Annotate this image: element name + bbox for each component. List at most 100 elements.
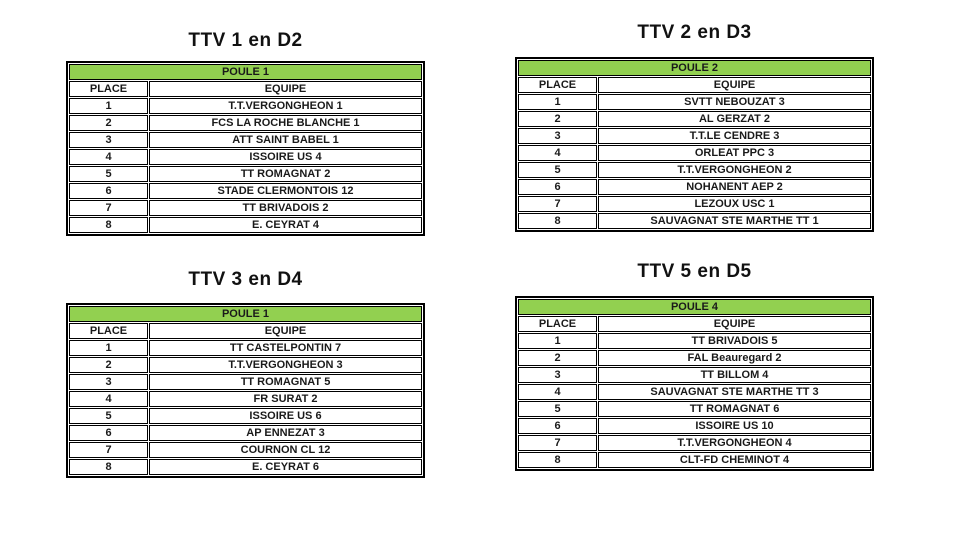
table-row: 2 FAL Beauregard 2 [518,350,871,366]
equipe-cell: FAL Beauregard 2 [598,350,871,366]
table-row: 6 STADE CLERMONTOIS 12 [69,183,422,199]
table-row: 6 NOHANENT AEP 2 [518,179,871,195]
table-row: 7 TT BRIVADOIS 2 [69,200,422,216]
standings-table-ttv2: POULE 2 PLACE EQUIPE 1 SVTT NEBOUZAT 3 2 AL… [515,57,874,232]
table-row: 5 T.T.VERGONGHEON 2 [518,162,871,178]
place-cell: 8 [69,217,148,233]
place-cell: 3 [518,367,597,383]
place-cell: 8 [518,213,597,229]
equipe-cell: TT ROMAGNAT 6 [598,401,871,417]
column-header-equipe: EQUIPE [598,316,871,332]
table-row: 5 ISSOIRE US 6 [69,408,422,424]
equipe-cell: TT ROMAGNAT 2 [149,166,422,182]
equipe-cell: SAUVAGNAT STE MARTHE TT 1 [598,213,871,229]
place-cell: 6 [69,183,148,199]
equipe-cell: ISSOIRE US 10 [598,418,871,434]
equipe-cell: T.T.VERGONGHEON 4 [598,435,871,451]
place-cell: 2 [69,115,148,131]
equipe-cell: SVTT NEBOUZAT 3 [598,94,871,110]
equipe-cell: TT BRIVADOIS 5 [598,333,871,349]
table-row: 1 T.T.VERGONGHEON 1 [69,98,422,114]
place-cell: 6 [518,179,597,195]
place-cell: 6 [518,418,597,434]
place-cell: 1 [518,333,597,349]
column-header-place: PLACE [518,316,597,332]
place-cell: 4 [518,384,597,400]
table-row: 7 LEZOUX USC 1 [518,196,871,212]
table-row: 7 T.T.VERGONGHEON 4 [518,435,871,451]
equipe-cell: FCS LA ROCHE BLANCHE 1 [149,115,422,131]
equipe-cell: CLT-FD CHEMINOT 4 [598,452,871,468]
table-row: 4 FR SURAT 2 [69,391,422,407]
equipe-cell: ISSOIRE US 4 [149,149,422,165]
table-row: 3 ATT SAINT BABEL 1 [69,132,422,148]
table-title-ttv1: TTV 1 en D2 [188,30,303,51]
place-cell: 8 [69,459,148,475]
table-row: 7 COURNON CL 12 [69,442,422,458]
place-cell: 2 [518,111,597,127]
table-row: 4 ORLEAT PPC 3 [518,145,871,161]
equipe-cell: E. CEYRAT 4 [149,217,422,233]
place-cell: 3 [518,128,597,144]
poule-header: POULE 1 [69,306,422,322]
table-row: 1 SVTT NEBOUZAT 3 [518,94,871,110]
place-cell: 5 [69,408,148,424]
table-title-ttv5: TTV 5 en D5 [637,261,752,282]
place-cell: 4 [69,391,148,407]
table-row: 8 CLT-FD CHEMINOT 4 [518,452,871,468]
poule-table: POULE 2 PLACE EQUIPE 1 SVTT NEBOUZAT 3 2 AL… [515,57,874,232]
place-cell: 2 [69,357,148,373]
place-cell: 6 [69,425,148,441]
column-header-equipe: EQUIPE [149,81,422,97]
equipe-cell: TT BILLOM 4 [598,367,871,383]
equipe-cell: FR SURAT 2 [149,391,422,407]
poule-table: POULE 4 PLACE EQUIPE 1 TT BRIVADOIS 5 2 FAL… [515,296,874,471]
poule-header: POULE 1 [69,64,422,80]
poule-header: POULE 2 [518,60,871,76]
equipe-cell: TT CASTELPONTIN 7 [149,340,422,356]
equipe-cell: E. CEYRAT 6 [149,459,422,475]
equipe-cell: T.T.VERGONGHEON 3 [149,357,422,373]
equipe-cell: STADE CLERMONTOIS 12 [149,183,422,199]
column-header-equipe: EQUIPE [598,77,871,93]
equipe-cell: SAUVAGNAT STE MARTHE TT 3 [598,384,871,400]
table-row: 1 TT CASTELPONTIN 7 [69,340,422,356]
table-row: 3 TT BILLOM 4 [518,367,871,383]
equipe-cell: AL GERZAT 2 [598,111,871,127]
place-cell: 5 [69,166,148,182]
place-cell: 7 [518,196,597,212]
place-cell: 5 [518,401,597,417]
table-row: 5 TT ROMAGNAT 2 [69,166,422,182]
equipe-cell: NOHANENT AEP 2 [598,179,871,195]
equipe-cell: T.T.VERGONGHEON 1 [149,98,422,114]
place-cell: 5 [518,162,597,178]
place-cell: 1 [69,98,148,114]
table-row: 5 TT ROMAGNAT 6 [518,401,871,417]
place-cell: 7 [69,442,148,458]
equipe-cell: LEZOUX USC 1 [598,196,871,212]
standings-table-ttv5: POULE 4 PLACE EQUIPE 1 TT BRIVADOIS 5 2 FAL… [515,296,874,471]
table-row: 4 ISSOIRE US 4 [69,149,422,165]
table-title-ttv3: TTV 3 en D4 [188,269,303,290]
place-cell: 1 [69,340,148,356]
place-cell: 4 [518,145,597,161]
table-title-ttv2: TTV 2 en D3 [637,22,752,43]
equipe-cell: AP ENNEZAT 3 [149,425,422,441]
table-row: 8 E. CEYRAT 6 [69,459,422,475]
table-row: 6 AP ENNEZAT 3 [69,425,422,441]
table-row: 4 SAUVAGNAT STE MARTHE TT 3 [518,384,871,400]
poule-header: POULE 4 [518,299,871,315]
place-cell: 3 [69,132,148,148]
column-header-place: PLACE [518,77,597,93]
place-cell: 1 [518,94,597,110]
column-header-equipe: EQUIPE [149,323,422,339]
table-row: 2 T.T.VERGONGHEON 3 [69,357,422,373]
equipe-cell: TT ROMAGNAT 5 [149,374,422,390]
table-row: 6 ISSOIRE US 10 [518,418,871,434]
equipe-cell: T.T.LE CENDRE 3 [598,128,871,144]
place-cell: 7 [69,200,148,216]
place-cell: 8 [518,452,597,468]
